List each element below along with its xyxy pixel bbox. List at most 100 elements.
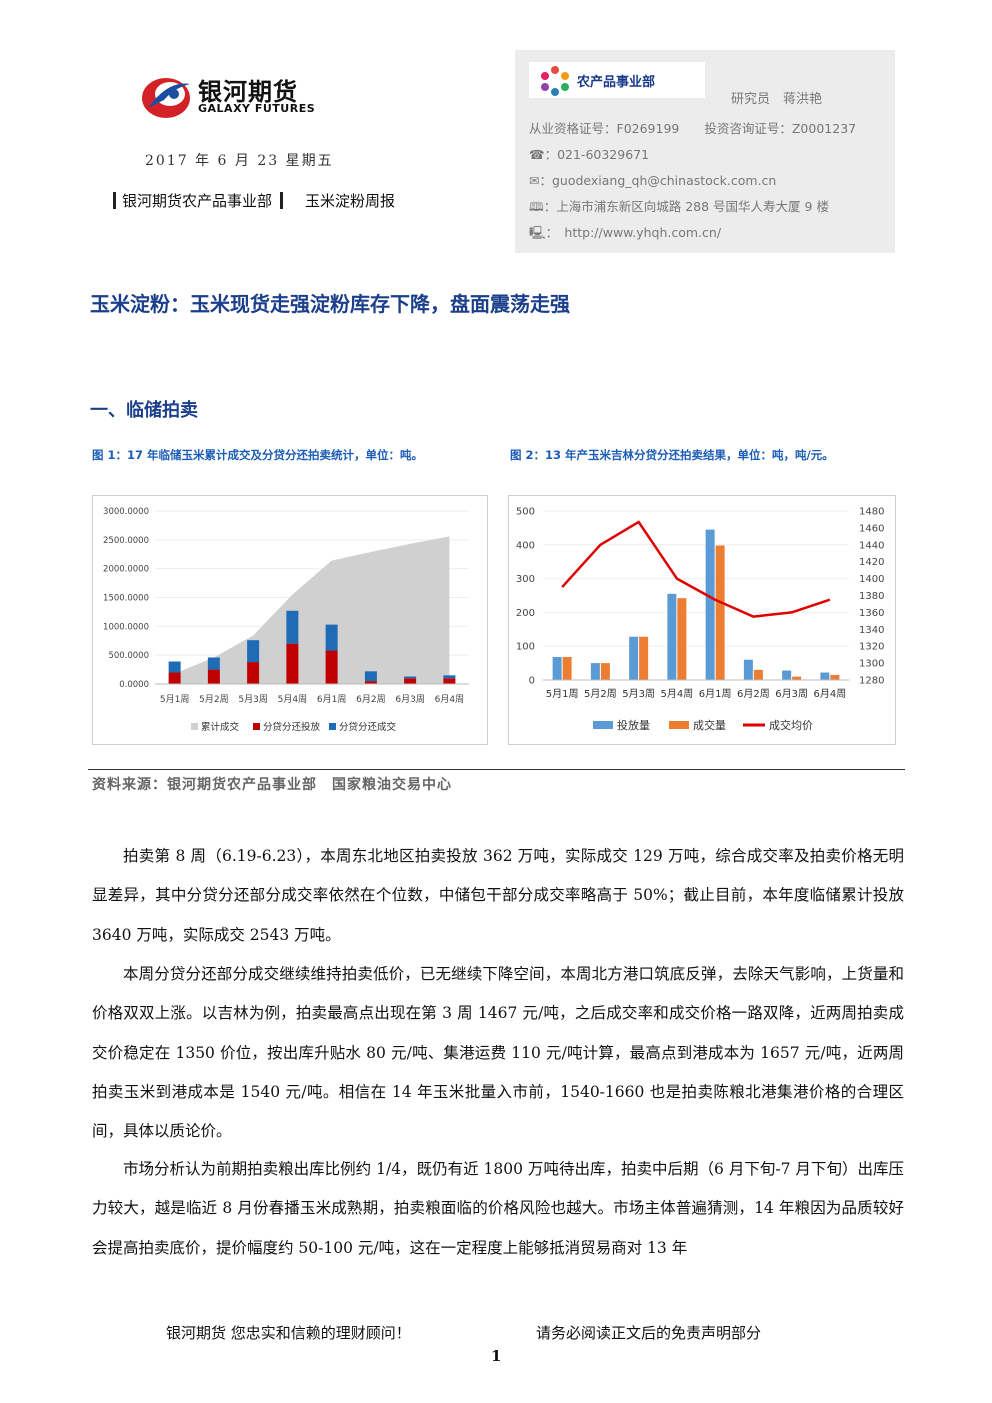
x-tick-label: 6月2周	[737, 688, 770, 700]
analyst-info-box: 农产品事业部 研究员 蒋洪艳 从业资格证号：F0269199 投资咨询证号：Z0…	[515, 50, 895, 253]
report-date: 2017 年 6 月 23 星期五	[145, 153, 334, 169]
bar-allocation-release	[325, 650, 338, 684]
bar-deal-volume	[639, 636, 649, 680]
x-tick-label: 6月1周	[699, 688, 732, 700]
source-divider	[88, 769, 905, 770]
divider-bar	[113, 192, 116, 209]
logo-en-text: GALAXY FUTURES	[198, 102, 316, 115]
y2-tick-label: 1400	[859, 574, 884, 585]
department-badge: 农产品事业部	[529, 62, 705, 98]
x-tick-label: 6月3周	[775, 688, 808, 700]
bar-release-volume	[705, 529, 715, 680]
legend-swatch	[593, 721, 613, 729]
x-tick-label: 5月3周	[622, 688, 655, 700]
logo-cn-text: 银河期货	[198, 78, 298, 106]
y-tick-label: 300	[516, 574, 535, 585]
y2-tick-label: 1340	[859, 625, 884, 636]
bar-deal-volume	[753, 669, 763, 680]
bar-allocation-release	[207, 669, 220, 684]
bar-allocation-release	[168, 672, 181, 684]
y-tick-label: 2000.0000	[103, 565, 149, 575]
bar-release-volume	[590, 663, 600, 680]
bar-release-volume	[782, 670, 792, 680]
bar-allocation-release	[286, 643, 299, 684]
y-tick-label: 3000.0000	[103, 507, 149, 517]
x-tick-label: 5月2周	[199, 694, 228, 705]
cumulative-area	[174, 536, 450, 684]
bar-allocation-release	[404, 678, 417, 684]
bar-deal-volume	[830, 674, 840, 680]
y-tick-label: 100	[516, 642, 535, 653]
bar-allocation-deal	[207, 657, 220, 670]
y2-tick-label: 1440	[859, 540, 884, 551]
section-heading: 一、临储拍卖	[90, 400, 198, 421]
bar-deal-volume	[562, 657, 572, 680]
page-title: 玉米淀粉：玉米现货走强淀粉库存下降，盘面震荡走强	[90, 292, 570, 316]
bar-allocation-deal	[168, 661, 181, 673]
x-tick-label: 6月4周	[814, 688, 847, 700]
y-tick-label: 200	[516, 608, 535, 619]
figure2-chart: 0 100 200 300 400 500 1280 1300 1320 1340 1360 1380…	[508, 495, 896, 745]
galaxy-logo-icon	[142, 78, 190, 118]
department-badge-text: 农产品事业部	[577, 75, 656, 90]
office-address: 🕮：上海市浦东新区向城路 288 号国华人寿大厦 9 楼	[529, 199, 829, 214]
email-address[interactable]: ✉：guodexiang_qh@chinastock.com.cn	[529, 173, 777, 188]
y2-tick-label: 1460	[859, 523, 884, 534]
bar-allocation-release	[364, 681, 377, 684]
footer-disclaimer: 请务必阅读正文后的免责声明部分	[536, 1324, 762, 1342]
body-paragraph: 市场分析认为前期拍卖粮出库比例约 1/4，既仍有近 1800 万吨待出库，拍卖中…	[92, 1160, 904, 1257]
bar-allocation-deal	[247, 640, 260, 663]
bar-release-volume	[820, 672, 830, 680]
y2-tick-label: 1320	[859, 642, 884, 653]
figure2-caption: 图 2：13 年产玉米吉林分贷分还拍卖结果，单位：吨，吨/元。	[510, 448, 834, 462]
department-name: 银河期货农产品事业部	[122, 192, 273, 210]
legend-swatch	[329, 723, 336, 730]
data-source: 资料来源：银河期货农产品事业部 国家粮油交易中心	[92, 777, 452, 793]
phone-number: ☎：021-60329671	[529, 147, 650, 162]
bar-release-volume	[629, 636, 639, 680]
y-tick-label: 1000.0000	[103, 622, 149, 632]
x-tick-label: 5月1周	[160, 694, 189, 705]
website-link[interactable]: 🖳： http://www.yhqh.com.cn/	[529, 225, 722, 240]
y2-tick-label: 1420	[859, 557, 884, 568]
y2-tick-label: 1280	[859, 676, 884, 687]
company-logo: 银河期货 GALAXY FUTURES	[140, 70, 340, 122]
people-circle-icon	[541, 66, 569, 96]
figure1-chart: 0.0000 500.0000 1000.0000 1500.0000 2000.000…	[92, 495, 488, 745]
department-line: 银河期货农产品事业部 玉米淀粉周报	[113, 190, 395, 211]
x-tick-label: 5月4周	[278, 694, 307, 705]
x-tick-label: 5月3周	[238, 694, 267, 705]
line-avg-price	[561, 520, 831, 618]
page-number: 1	[491, 1347, 502, 1365]
legend-label: 成交量	[693, 718, 726, 732]
legend-label: 成交均价	[769, 718, 813, 732]
bar-allocation-deal	[404, 676, 417, 679]
x-tick-label: 6月2周	[356, 694, 385, 705]
x-tick-label: 6月4周	[435, 694, 464, 705]
report-name: 玉米淀粉周报	[305, 192, 396, 210]
y-tick-label: 0	[529, 676, 535, 687]
y-tick-label: 1500.0000	[103, 594, 149, 604]
y2-tick-label: 1380	[859, 591, 884, 602]
bar-release-volume	[552, 657, 562, 680]
figure1-svg: 0.0000 500.0000 1000.0000 1500.0000 2000.000…	[103, 507, 469, 733]
bar-release-volume	[743, 659, 753, 680]
legend-label: 累计成交	[201, 721, 240, 733]
bar-release-volume	[667, 593, 677, 680]
legend-label: 分贷分还成交	[339, 721, 397, 733]
y-tick-label: 0.0000	[119, 680, 149, 690]
x-tick-label: 6月1周	[317, 694, 346, 705]
y-tick-label: 2500.0000	[103, 536, 149, 546]
y2-tick-label: 1300	[859, 659, 884, 670]
bar-allocation-deal	[443, 675, 456, 679]
y-tick-label: 500	[516, 507, 535, 518]
y-tick-label: 500.0000	[108, 651, 149, 661]
bar-allocation-deal	[286, 610, 299, 644]
bar-deal-volume	[600, 663, 610, 680]
x-tick-label: 5月2周	[584, 688, 617, 700]
y2-tick-label: 1480	[859, 507, 884, 518]
legend-label: 投放量	[617, 718, 650, 732]
x-tick-label: 6月3周	[395, 694, 424, 705]
y2-tick-label: 1360	[859, 608, 884, 619]
bar-allocation-deal	[364, 671, 377, 682]
